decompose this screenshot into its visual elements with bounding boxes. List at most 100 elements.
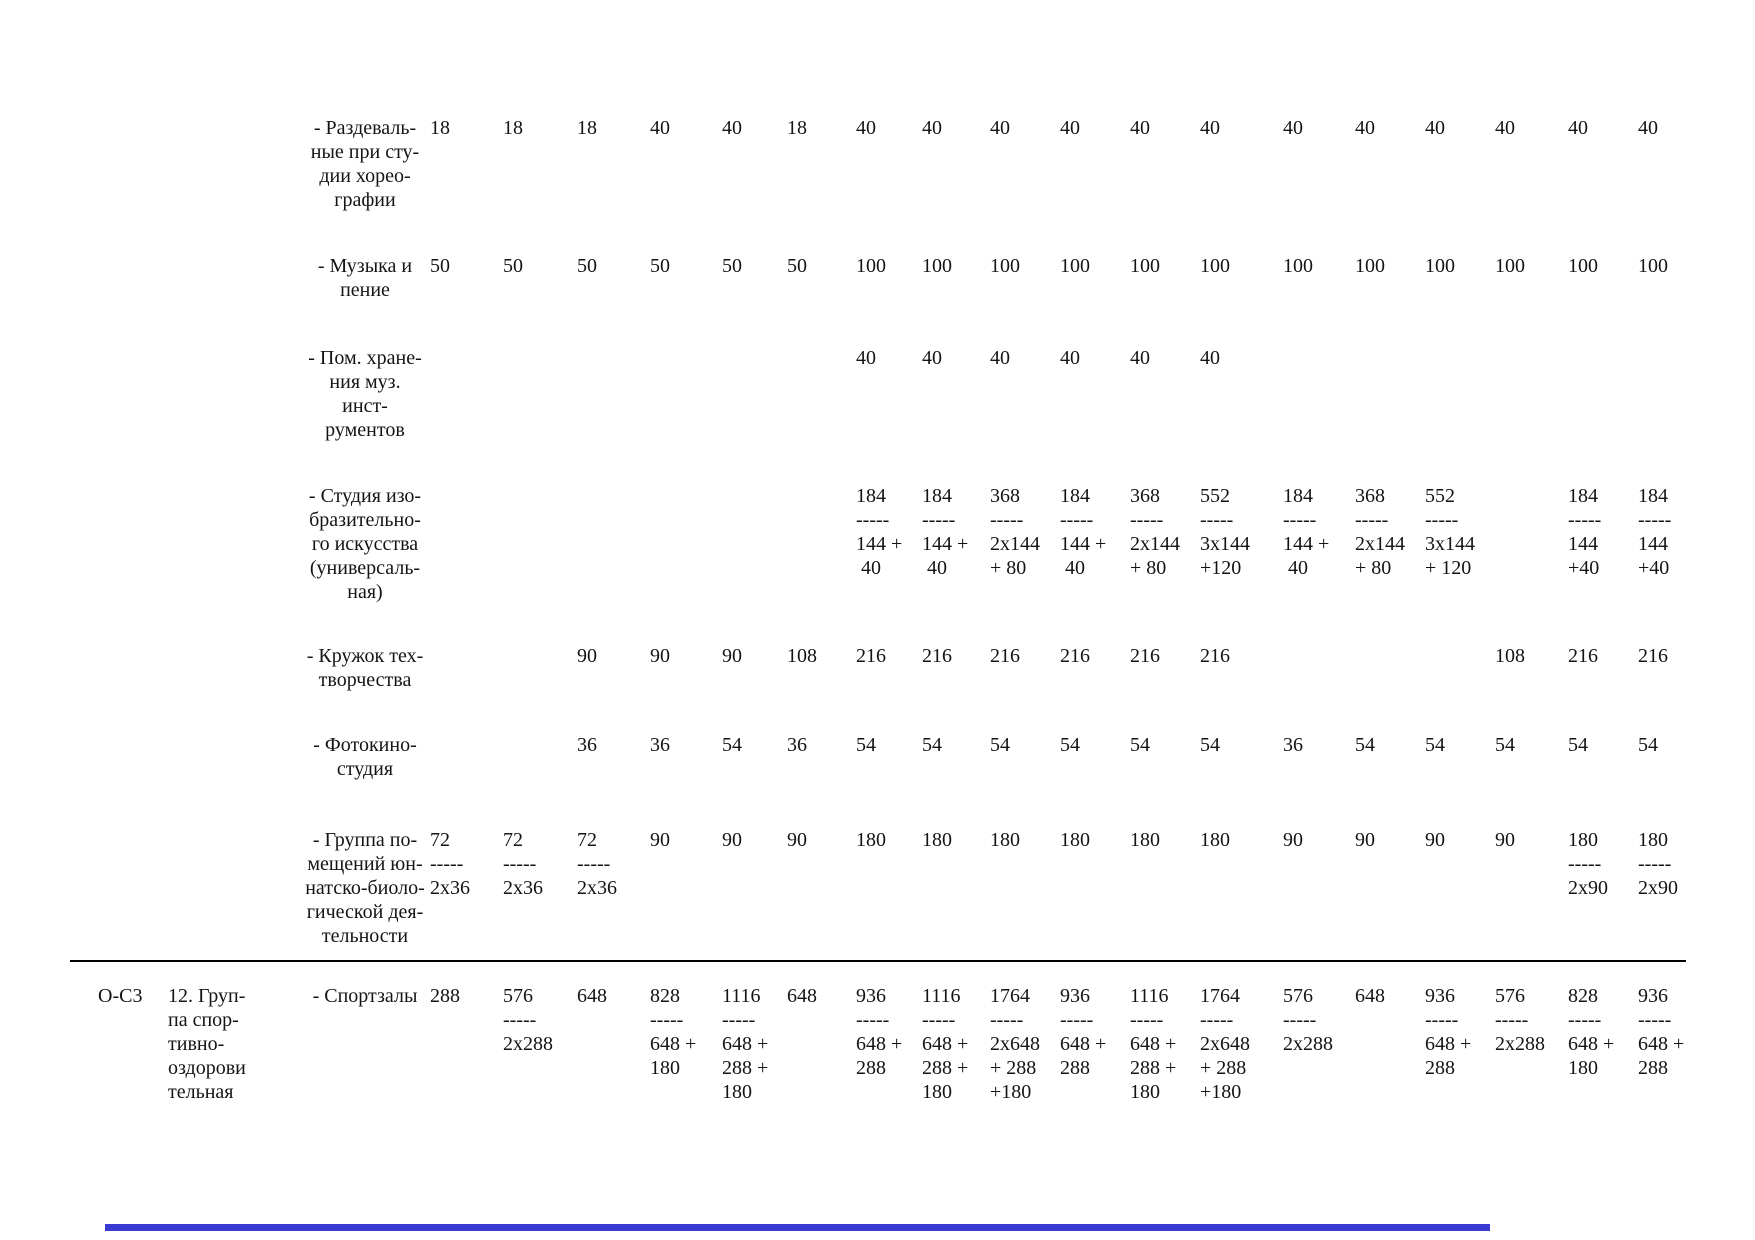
row-label: - Группа по- мещений юн- натско-биоло- г… [305,829,425,947]
table-cell-value: 100 [1495,255,1525,277]
table-cell-value: 184 ----- 144 + 40 [856,485,903,579]
table-cell-value: 368 ----- 2x144 + 80 [1130,485,1180,579]
table-cell-value: 18 [787,117,807,139]
table-cell-value: 184 ----- 144 + 40 [1283,485,1330,579]
row-label: - Фотокино- студия [313,734,417,780]
table-cell-value: 40 [856,347,876,369]
table-cell-value: 216 [1200,645,1230,667]
table-cell-value: 50 [430,255,450,277]
table-cell-value: 54 [1568,734,1588,756]
table-cell-value: 1764 ----- 2x648 + 288 +180 [990,985,1040,1103]
table-cell-value: 50 [650,255,670,277]
table-cell-value: 40 [990,117,1010,139]
table-cell-value: 90 [650,645,670,667]
table-cell-value: 648 [1355,985,1385,1007]
table-cell-value: 90 [1283,829,1303,851]
table-cell-value: 90 [577,645,597,667]
table-cell-value: 50 [787,255,807,277]
table-cell-value: 40 [1495,117,1515,139]
table-cell-value: 40 [1200,117,1220,139]
table-cell-value: 180 [1060,829,1090,851]
table-cell-value: 288 [430,985,460,1007]
table-cell-value: 936 ----- 648 + 288 [856,985,903,1079]
table-cell-value: 216 [1568,645,1598,667]
table-cell-value: 54 [1060,734,1080,756]
row-label: - Студия изо- бразительно- го искусства … [308,485,422,603]
table-cell-value: 100 [1060,255,1090,277]
row-group-label: 12. Груп- па спор- тивно- оздорови тельн… [168,985,246,1103]
table-cell-value: 54 [1495,734,1515,756]
table-cell-value: 40 [1283,117,1303,139]
table-cell-value: 40 [1060,117,1080,139]
row-label: - Раздеваль- ные при сту- дии хорео- гра… [310,117,420,211]
table-cell-value: 90 [650,829,670,851]
table-cell-value: 936 ----- 648 + 288 [1060,985,1107,1079]
table-cell-value: 1116 ----- 648 + 288 + 180 [922,985,969,1103]
table-cell-value: 1116 ----- 648 + 288 + 180 [1130,985,1177,1103]
table-cell-value: 1764 ----- 2x648 + 288 +180 [1200,985,1250,1103]
table-cell-value: 72 ----- 2x36 [430,829,470,899]
table-cell-value: 18 [430,117,450,139]
table-cell-value: 648 [787,985,817,1007]
row-label: - Музыка и пение [317,255,413,301]
table-cell-value: 184 ----- 144 +40 [1638,485,1672,579]
table-cell-value: 90 [722,645,742,667]
table-cell-value: 100 [1200,255,1230,277]
table-cell-value: 40 [1130,117,1150,139]
table-cell-value: 216 [922,645,952,667]
table-cell-value: 54 [1638,734,1658,756]
table-cell-value: 90 [1495,829,1515,851]
table-cell-value: 184 ----- 144 + 40 [922,485,969,579]
table-cell-value: 180 ----- 2x90 [1568,829,1608,899]
table-cell-value: 40 [1638,117,1658,139]
table-cell-value: 40 [722,117,742,139]
table-cell-value: 936 ----- 648 + 288 [1425,985,1472,1079]
table-cell-value: 54 [722,734,742,756]
table-cell-value: 18 [577,117,597,139]
table-cell-value: 40 [1130,347,1150,369]
row-label: - Пом. хране- ния муз. инст- рументов [308,347,422,441]
table-cell-value: 90 [1355,829,1375,851]
section-divider-line [70,960,1686,962]
table-cell-value: 40 [856,117,876,139]
table-cell-value: 100 [922,255,952,277]
table-cell-value: 552 ----- 3x144 + 120 [1425,485,1475,579]
table-cell-value: 552 ----- 3x144 +120 [1200,485,1250,579]
table-cell-value: 100 [1130,255,1160,277]
table-cell-value: 108 [787,645,817,667]
table-cell-value: 50 [722,255,742,277]
table-cell-value: 216 [990,645,1020,667]
table-cell-value: 40 [990,347,1010,369]
table-cell-value: 40 [1425,117,1445,139]
table-cell-value: 936 ----- 648 + 288 [1638,985,1685,1079]
table-cell-value: 36 [650,734,670,756]
table-cell-value: 100 [1425,255,1455,277]
table-cell-value: 40 [922,347,942,369]
table-cell-value: 1116 ----- 648 + 288 + 180 [722,985,769,1103]
table-cell-value: 216 [1638,645,1668,667]
bottom-accent-line [105,1224,1490,1231]
table-cell-value: 40 [922,117,942,139]
table-cell-value: 90 [787,829,807,851]
table-cell-value: 184 ----- 144 +40 [1568,485,1602,579]
table-cell-value: 184 ----- 144 + 40 [1060,485,1107,579]
table-cell-value: 828 ----- 648 + 180 [1568,985,1615,1079]
table-cell-value: 36 [1283,734,1303,756]
table-cell-value: 36 [787,734,807,756]
table-cell-value: 576 ----- 2x288 [1495,985,1545,1055]
table-cell-value: 54 [990,734,1010,756]
table-cell-value: 828 ----- 648 + 180 [650,985,697,1079]
table-cell-value: 54 [922,734,942,756]
table-cell-value: 54 [1425,734,1445,756]
table-cell-value: 50 [503,255,523,277]
table-cell-value: 40 [1355,117,1375,139]
table-cell-value: 648 [577,985,607,1007]
table-cell-value: 54 [1130,734,1150,756]
table-cell-value: 100 [1283,255,1313,277]
table-cell-value: 40 [1060,347,1080,369]
table-cell-value: 180 [856,829,886,851]
table-cell-value: 368 ----- 2x144 + 80 [1355,485,1405,579]
row-index-code: О-С3 [98,985,143,1007]
table-cell-value: 90 [722,829,742,851]
